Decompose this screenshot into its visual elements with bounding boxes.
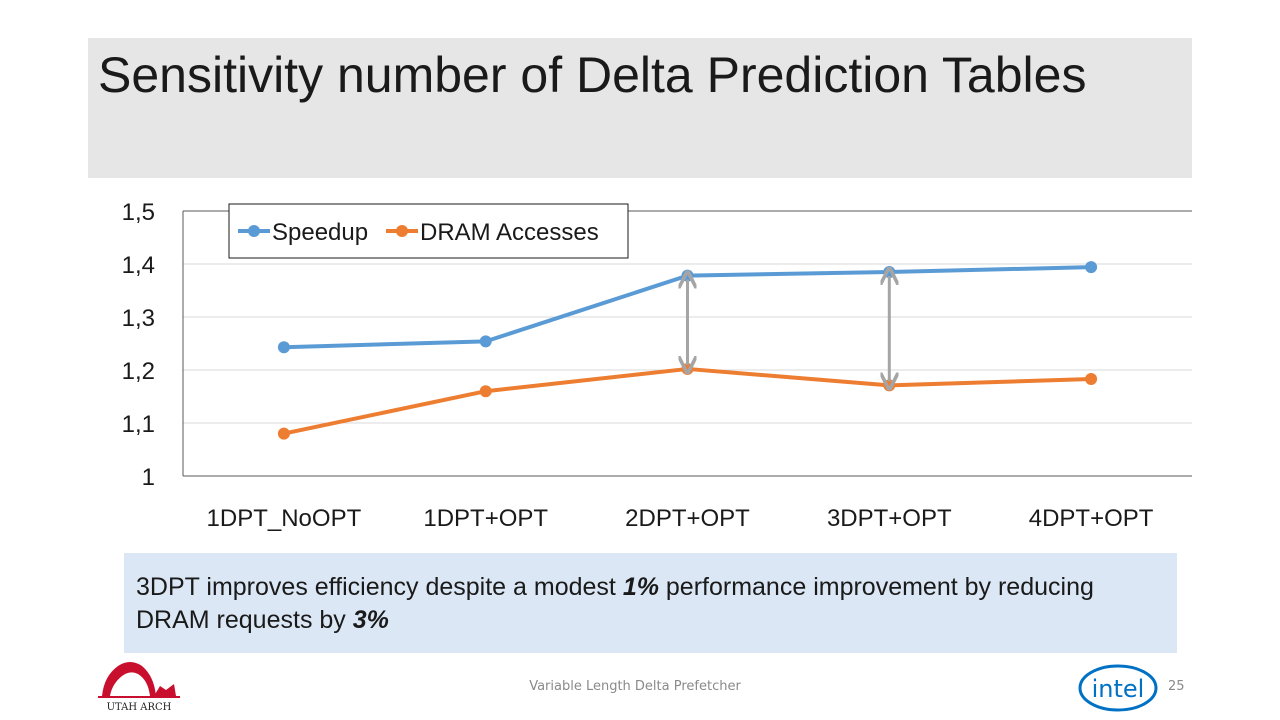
data-point <box>479 335 492 348</box>
y-tick-label: 1,2 <box>122 358 155 385</box>
x-tick-label: 1DPT+OPT <box>423 505 548 532</box>
legend-label: Speedup <box>272 219 368 246</box>
legend-marker <box>396 225 408 237</box>
x-tick-label: 3DPT+OPT <box>827 505 952 532</box>
data-point <box>479 385 492 398</box>
x-tick-label: 2DPT+OPT <box>625 505 750 532</box>
x-tick-label: 1DPT_NoOPT <box>207 505 362 532</box>
intel-logo-text: intel <box>1092 675 1145 703</box>
series-line <box>283 366 1092 436</box>
slide-title: Sensitivity number of Delta Prediction T… <box>98 47 1087 103</box>
page-number: 25 <box>1168 679 1185 694</box>
data-point <box>1085 373 1098 386</box>
y-tick-label: 1,5 <box>122 199 155 226</box>
data-point <box>1085 261 1098 274</box>
data-point <box>277 427 290 440</box>
title-bar: Sensitivity number of Delta Prediction T… <box>88 38 1192 178</box>
y-tick-label: 1,4 <box>122 252 155 279</box>
note-text: 3DPT improves efficiency despite a modes… <box>136 571 1166 637</box>
note-emphasis-2: 3% <box>352 606 389 634</box>
note-box: 3DPT improves efficiency despite a modes… <box>124 553 1177 653</box>
legend-label: DRAM Accesses <box>420 219 599 246</box>
note-emphasis-1: 1% <box>622 573 659 601</box>
utah-arch-logo: UTAH ARCH <box>98 662 180 713</box>
y-tick-label: 1,1 <box>122 411 155 438</box>
legend-box <box>228 203 629 259</box>
note-part-2: performance improvement by reducing DRAM… <box>136 573 1094 634</box>
y-tick-label: 1 <box>142 464 155 491</box>
y-tick-label: 1,3 <box>122 305 155 332</box>
note-part-1: 3DPT improves efficiency despite a modes… <box>136 573 623 601</box>
legend-marker <box>248 225 260 237</box>
utah-arch-logo-text: UTAH ARCH <box>107 702 172 713</box>
x-tick-label: 4DPT+OPT <box>1029 505 1154 532</box>
intel-logo: intel <box>1078 664 1158 712</box>
footer-text: Variable Length Delta Prefetcher <box>529 679 741 694</box>
data-point <box>277 341 290 354</box>
